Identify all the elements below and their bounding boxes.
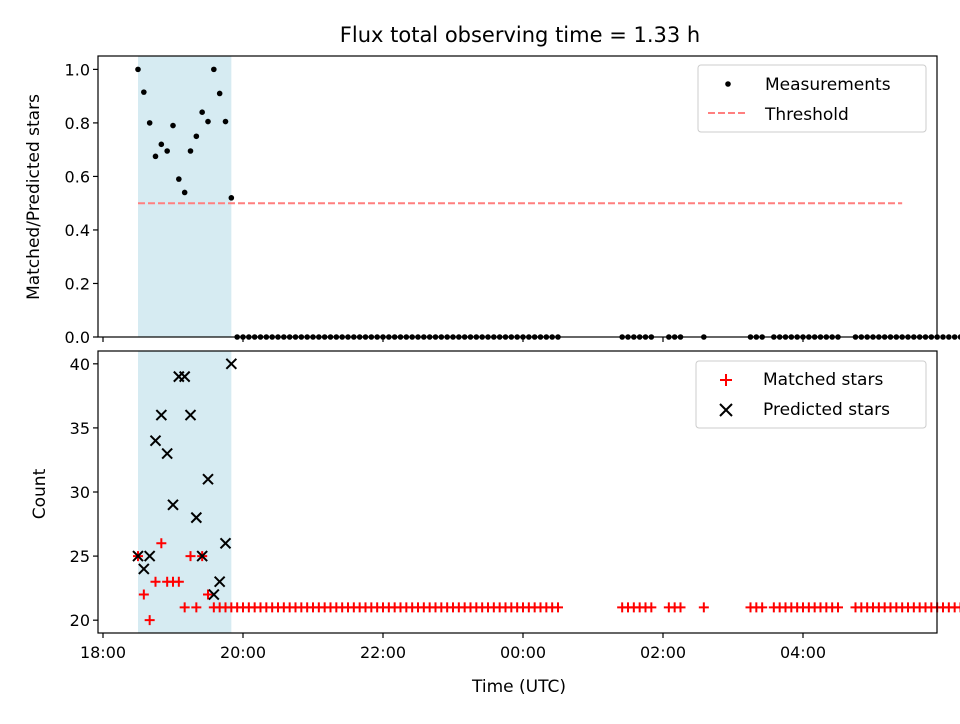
y-tick-label: 0.0 (65, 328, 90, 347)
matched-star-point (833, 602, 843, 612)
y-tick-label: 20 (70, 611, 90, 630)
measurement-point (170, 123, 176, 129)
chart-title: Flux total observing time = 1.33 h (340, 23, 700, 47)
y-tick-label: 0.6 (65, 167, 90, 186)
measurement-point (223, 119, 229, 125)
measurement-point (199, 109, 205, 115)
measurement-point (194, 133, 200, 139)
y-tick-label: 0.8 (65, 114, 90, 133)
measurement-point (952, 334, 958, 340)
measurement-point (135, 67, 141, 73)
measurement-point (940, 334, 946, 340)
matched-star-point (646, 602, 656, 612)
measurement-point (176, 176, 182, 182)
measurement-point (141, 89, 147, 95)
x-tick-label: 18:00 (80, 643, 126, 662)
measurement-point (229, 195, 235, 201)
legend-predicted-label: Predicted stars (763, 400, 890, 420)
matched-star-point (757, 602, 767, 612)
legend-matched-label: Matched stars (763, 370, 883, 390)
x-tick-label: 22:00 (360, 643, 406, 662)
top-y-axis-label: Matched/Predicted stars (24, 94, 44, 300)
top-legend: Measurements Threshold (698, 65, 926, 132)
x-tick-label: 00:00 (500, 643, 546, 662)
y-tick-label: 0.4 (65, 221, 90, 240)
matched-star-point (956, 602, 960, 612)
x-tick-label: 02:00 (640, 643, 686, 662)
bottom-y-axis-label: Count (30, 468, 50, 519)
y-tick-label: 25 (70, 547, 90, 566)
legend-measurements-label: Measurements (765, 75, 891, 95)
y-tick-label: 35 (70, 419, 90, 438)
y-tick-label: 40 (70, 355, 90, 374)
y-tick-label: 1.0 (65, 60, 90, 79)
measurement-point (946, 334, 952, 340)
legend-threshold-label: Threshold (764, 105, 849, 125)
measurement-point (164, 148, 170, 154)
measurement-point (147, 120, 153, 126)
matched-star-point (553, 602, 563, 612)
x-axis-label: Time (UTC) (471, 677, 566, 697)
measurement-point (217, 91, 223, 97)
x-tick-label: 04:00 (780, 643, 826, 662)
measurement-point (188, 148, 194, 154)
measurement-point (182, 190, 188, 196)
y-tick-label: 30 (70, 483, 90, 502)
legend-measurements-marker (725, 81, 731, 87)
measurement-point (159, 142, 165, 148)
measurement-point (153, 154, 159, 160)
x-tick-label: 20:00 (220, 643, 266, 662)
highlight-span-top (138, 56, 231, 337)
matched-star-point (699, 602, 709, 612)
measurement-point (205, 119, 211, 125)
matched-star-point (676, 602, 686, 612)
bottom-legend: Matched stars Predicted stars (696, 361, 926, 428)
measurement-point (211, 67, 217, 73)
y-tick-label: 0.2 (65, 274, 90, 293)
